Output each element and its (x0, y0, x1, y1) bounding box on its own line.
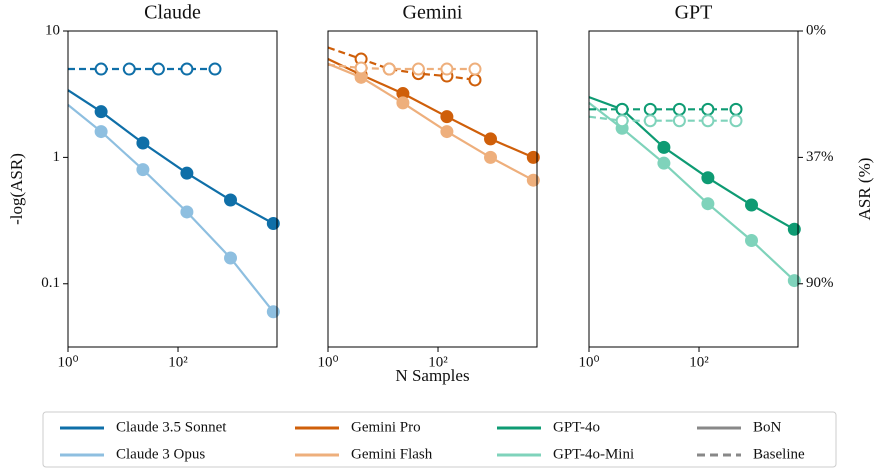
bon-marker (94, 125, 108, 139)
bon-marker (787, 274, 801, 288)
legend-label: Gemini Pro (351, 419, 421, 435)
axes-frame (327, 30, 538, 348)
bon-marker (745, 233, 759, 247)
y2-tick-label: 90% (806, 275, 834, 291)
bon-marker (266, 216, 280, 230)
legend-label: BoN (753, 419, 782, 435)
x-tick-label: 10⁰ (57, 354, 78, 370)
baseline-marker (411, 62, 425, 76)
bon-marker (180, 205, 194, 219)
y2-tick-label: 0% (806, 22, 826, 38)
legend-label: GPT-4o (553, 419, 600, 435)
baseline-marker (440, 62, 454, 76)
bon-marker (745, 198, 759, 212)
panel-title: Gemini (403, 2, 463, 24)
x-axis-label: N Samples (395, 366, 469, 385)
baseline-marker (208, 62, 222, 76)
baseline-marker (468, 62, 482, 76)
bon-marker (136, 136, 150, 150)
legend-label: GPT-4o-Mini (553, 446, 634, 462)
bon-marker (701, 171, 715, 185)
y2-tick-label: 37% (806, 149, 834, 165)
panel-title: GPT (675, 2, 713, 24)
bon-marker (484, 132, 498, 146)
x-tick-label: 10² (168, 354, 188, 370)
x-tick-label: 10² (689, 354, 709, 370)
baseline-marker (468, 73, 482, 87)
bon-marker (440, 110, 454, 124)
bon-marker (787, 222, 801, 236)
baseline-marker (672, 102, 686, 116)
bon-marker (657, 140, 671, 154)
baseline-marker (615, 114, 629, 128)
legend-label: Claude 3 Opus (116, 446, 205, 462)
bon-marker (180, 166, 194, 180)
legend-box (42, 411, 837, 468)
baseline-marker (354, 61, 368, 75)
bon-line (67, 89, 274, 225)
bon-marker (701, 197, 715, 211)
legend-label: Gemini Flash (351, 446, 433, 462)
bon-marker (526, 150, 540, 164)
baseline-marker (643, 102, 657, 116)
baseline-marker (729, 102, 743, 116)
x-tick-label: 10² (428, 354, 448, 370)
bon-marker (657, 156, 671, 170)
x-tick-label: 10⁰ (578, 354, 599, 370)
legend-label: Claude 3.5 Sonnet (116, 419, 227, 435)
bon-marker (224, 193, 238, 207)
axes-frame (67, 30, 278, 348)
y2-axis-label: ASR (%) (855, 158, 874, 221)
baseline-marker (382, 62, 396, 76)
bon-marker (266, 305, 280, 319)
x-tick-label: 10⁰ (317, 354, 338, 370)
y-axis-label: -log(ASR) (7, 153, 26, 225)
legend-label: Baseline (753, 446, 805, 462)
y-tick-label: 0.1 (41, 275, 60, 291)
baseline-marker (180, 62, 194, 76)
bon-line (67, 104, 275, 313)
bon-marker (440, 125, 454, 139)
baseline-marker (151, 62, 165, 76)
bon-marker (396, 96, 410, 110)
bon-marker (526, 173, 540, 187)
baseline-marker (94, 62, 108, 76)
baseline-marker (701, 114, 715, 128)
panel-title: Claude (144, 2, 201, 24)
bon-marker (94, 105, 108, 119)
baseline-marker (122, 62, 136, 76)
baseline-marker (729, 114, 743, 128)
baseline-marker (615, 102, 629, 116)
axes-frame (588, 30, 799, 348)
bon-marker (484, 150, 498, 164)
baseline-marker (672, 114, 686, 128)
bon-marker (136, 163, 150, 177)
baseline-marker (701, 102, 715, 116)
baseline-marker (643, 114, 657, 128)
y-tick-label: 1 (53, 149, 61, 165)
y-tick-label: 10 (45, 22, 60, 38)
bon-marker (224, 251, 238, 265)
